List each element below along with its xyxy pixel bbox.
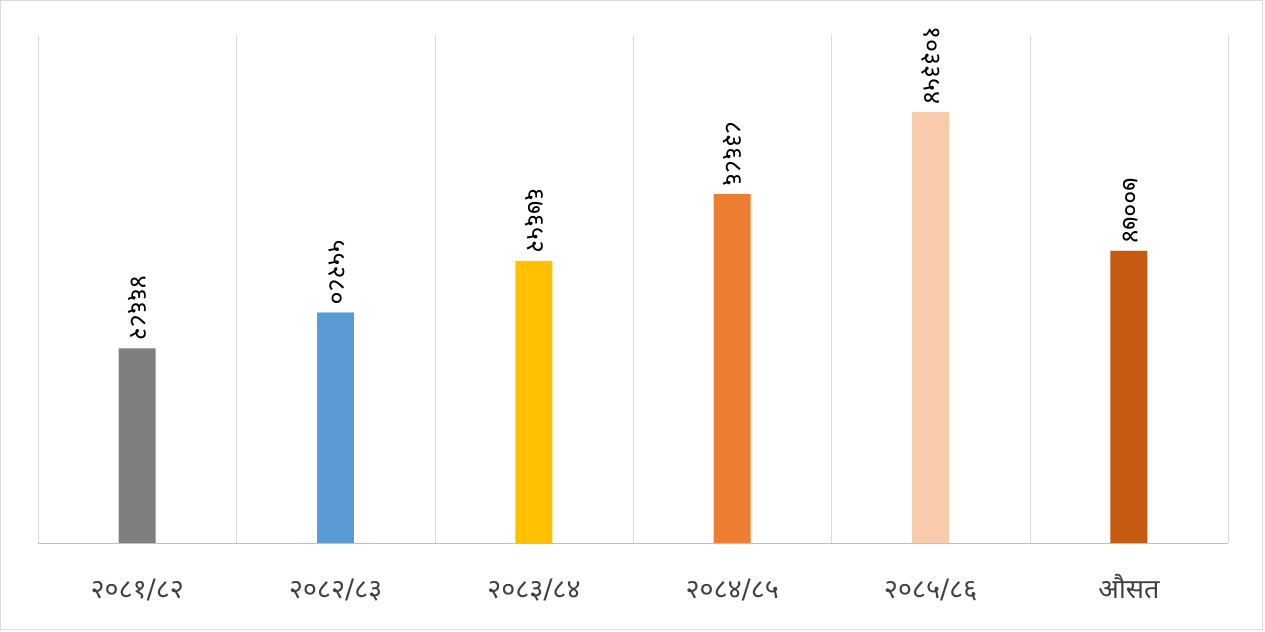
- x-tick-label: २०८१/८२: [90, 574, 183, 605]
- data-label: ७००७४: [1116, 178, 1145, 243]
- bars: [118, 112, 1148, 543]
- bar: [1110, 250, 1148, 543]
- gridlines: [38, 35, 1229, 543]
- bar: [317, 312, 354, 543]
- x-tick-label: २०८४/८५: [685, 574, 778, 605]
- data-label: ६७६५२: [521, 188, 550, 253]
- x-tick-label: २०८५/८६: [884, 574, 977, 605]
- bar: [912, 112, 949, 543]
- bar: [515, 260, 553, 543]
- data-label: ५५२८०: [323, 239, 352, 304]
- x-tick-labels: २०८१/८२ २०८२/८३ २०८३/८४ २०८४/८५ २०८५/८६ औसत: [90, 573, 1160, 605]
- data-label: ४६६८२: [124, 275, 153, 340]
- data-label: १०३३५४: [918, 26, 947, 104]
- data-label: ८३६८६: [719, 121, 748, 186]
- x-tick-label: औसत: [1098, 573, 1160, 605]
- x-tick-label: २०८२/८३: [289, 574, 382, 605]
- data-labels: ४६६८२ ५५२८० ६७६५२ ८३६८६ १०३३५४ ७००७४: [124, 26, 1145, 340]
- bar: [713, 194, 751, 543]
- bar: [118, 348, 156, 543]
- x-tick-label: २०८३/८४: [487, 574, 580, 605]
